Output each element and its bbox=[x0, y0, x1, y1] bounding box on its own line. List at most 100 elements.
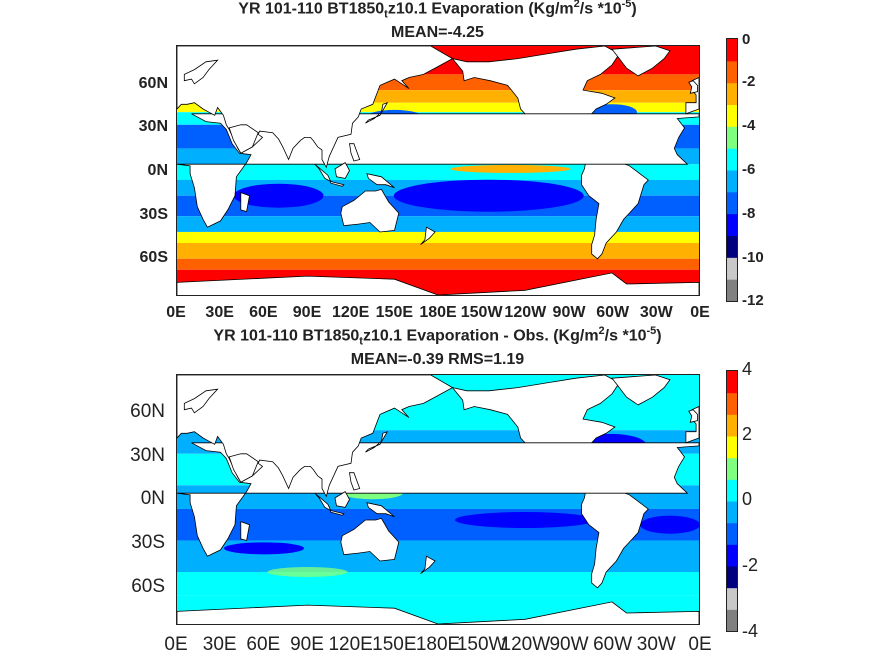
cbar-top-tick-4: -8 bbox=[742, 205, 756, 222]
top-band-11 bbox=[177, 216, 699, 232]
top-lon-tick-7: 150W bbox=[460, 304, 503, 321]
top-blob-eq-tongue bbox=[450, 164, 571, 173]
cbar-top-swatch-4 bbox=[727, 191, 737, 215]
top-map-field bbox=[177, 46, 699, 295]
top-land-18 bbox=[228, 124, 259, 154]
bottom-map bbox=[176, 374, 700, 625]
bottom-land-13 bbox=[330, 509, 345, 516]
bottom-panel-title: YR 101-110 BT1850tz10.1 Evaporation - Ob… bbox=[213, 325, 662, 348]
cbar-bottom-tick-0: 4 bbox=[742, 359, 753, 379]
top-land-11 bbox=[334, 162, 350, 179]
top-colorbar bbox=[726, 38, 738, 302]
lat-tick-30n: 30N bbox=[138, 118, 168, 135]
top-land-17 bbox=[349, 143, 361, 162]
top-land-10 bbox=[314, 163, 332, 183]
bottom-land-14 bbox=[365, 430, 389, 453]
top-land-16 bbox=[420, 226, 436, 245]
bottom-land-10 bbox=[314, 492, 332, 512]
cbar-top-swatch-6 bbox=[727, 148, 737, 171]
cbar-top-swatch-11 bbox=[727, 39, 737, 62]
cbar-bottom-swatch-5 bbox=[727, 501, 737, 524]
top-land-1 bbox=[581, 152, 649, 260]
bottom-blob-indian-bias bbox=[224, 542, 304, 555]
cbar-bottom-tick-4: -4 bbox=[742, 621, 759, 641]
top-lon-tick-6: 180E bbox=[419, 304, 457, 321]
top-lon-tick-3: 90E bbox=[292, 304, 322, 321]
top-band-13 bbox=[177, 242, 699, 259]
cbar-top-tick-3: -6 bbox=[742, 161, 756, 178]
bottom-land-2 bbox=[611, 375, 671, 406]
top-land-13 bbox=[330, 180, 345, 187]
lat-tick-60n: 60N bbox=[138, 75, 168, 92]
top-band-12 bbox=[177, 231, 699, 243]
bottom-lon-tick-7: 150W bbox=[456, 634, 507, 655]
top-land-15 bbox=[240, 192, 250, 213]
bottom-land-15 bbox=[240, 521, 250, 542]
cbar-bottom-swatch-8 bbox=[727, 436, 737, 459]
bottom-land-17 bbox=[349, 472, 361, 491]
cbar-bottom-swatch-9 bbox=[727, 414, 737, 437]
bottom-land-11 bbox=[334, 491, 350, 508]
bottom-land-6 bbox=[183, 388, 219, 414]
lat-tick-30s-bottom: 30S bbox=[131, 532, 165, 553]
top-map bbox=[176, 45, 700, 296]
bottom-lon-tick-3: 90E bbox=[290, 634, 324, 655]
cbar-bottom-swatch-1 bbox=[727, 587, 737, 610]
bottom-land-7 bbox=[688, 409, 698, 423]
top-colorbar-scale bbox=[727, 39, 737, 302]
bottom-lon-tick-12: 0E bbox=[688, 634, 712, 655]
lat-tick-60s-bottom: 60S bbox=[131, 576, 165, 597]
top-land-8 bbox=[340, 188, 400, 233]
bottom-blob-so-pos bbox=[267, 566, 348, 577]
bottom-lon-tick-1: 30E bbox=[202, 634, 237, 655]
cbar-top-swatch-7 bbox=[727, 126, 737, 149]
bottom-lon-tick-5: 150E bbox=[372, 634, 417, 655]
cbar-bottom-swatch-6 bbox=[727, 479, 737, 502]
top-lon-tick-4: 120E bbox=[331, 304, 370, 321]
cbar-top-tick-6: -12 bbox=[742, 292, 764, 309]
bottom-land-12 bbox=[366, 502, 395, 518]
top-lon-tick-5: 150E bbox=[375, 304, 414, 321]
bottom-colorbar-scale bbox=[727, 371, 737, 632]
bottom-lon-tick-0: 0E bbox=[164, 634, 188, 655]
lat-tick-30n-bottom: 30N bbox=[130, 445, 165, 466]
top-lon-tick-10: 60W bbox=[596, 304, 630, 321]
top-panel-title: YR 101-110 BT1850tz10.1 Evaporation (Kg/… bbox=[238, 0, 637, 21]
bottom-land-8 bbox=[340, 517, 400, 562]
bottom-lon-tick-4: 120E bbox=[328, 634, 373, 655]
bottom-land-16 bbox=[420, 555, 436, 574]
top-land-7 bbox=[688, 80, 698, 94]
top-land-9 bbox=[177, 272, 699, 295]
lat-tick-60s: 60S bbox=[139, 249, 168, 266]
top-land-12 bbox=[366, 173, 395, 189]
cbar-top-swatch-9 bbox=[727, 82, 737, 105]
cbar-top-swatch-3 bbox=[727, 213, 737, 236]
top-lon-tick-11: 30W bbox=[639, 304, 673, 321]
cbar-top-swatch-10 bbox=[727, 60, 737, 84]
bottom-lon-tick-6: 180E bbox=[415, 634, 461, 655]
cbar-top-tick-5: -10 bbox=[742, 249, 764, 266]
top-blob-spac-trade bbox=[393, 179, 584, 212]
cbar-top-tick-2: -4 bbox=[742, 117, 756, 134]
top-land-2 bbox=[611, 46, 671, 77]
bottom-lon-tick-11: 30W bbox=[636, 634, 676, 655]
cbar-top-tick-1: -2 bbox=[742, 73, 756, 90]
top-land-6 bbox=[183, 59, 219, 85]
cbar-top-swatch-2 bbox=[727, 235, 737, 258]
lat-tick-60n-bottom: 60N bbox=[130, 401, 165, 422]
cbar-top-swatch-0 bbox=[727, 279, 737, 302]
lat-tick-30s: 30S bbox=[139, 206, 168, 223]
cbar-top-swatch-1 bbox=[727, 257, 737, 280]
bottom-land-3 bbox=[177, 442, 699, 557]
cbar-bottom-tick-1: 2 bbox=[742, 424, 753, 444]
top-lon-tick-0: 0E bbox=[166, 304, 186, 321]
cbar-top-swatch-5 bbox=[727, 170, 737, 193]
cbar-bottom-swatch-0 bbox=[727, 609, 737, 632]
cbar-bottom-tick-3: -2 bbox=[742, 555, 759, 575]
top-lon-tick-8: 120W bbox=[504, 304, 547, 321]
bottom-blob-satl-bias bbox=[640, 515, 699, 534]
top-band-14 bbox=[177, 258, 699, 270]
bottom-land-18 bbox=[228, 453, 259, 483]
bottom-lon-tick-10: 60W bbox=[593, 634, 633, 655]
cbar-bottom-swatch-4 bbox=[727, 522, 737, 545]
